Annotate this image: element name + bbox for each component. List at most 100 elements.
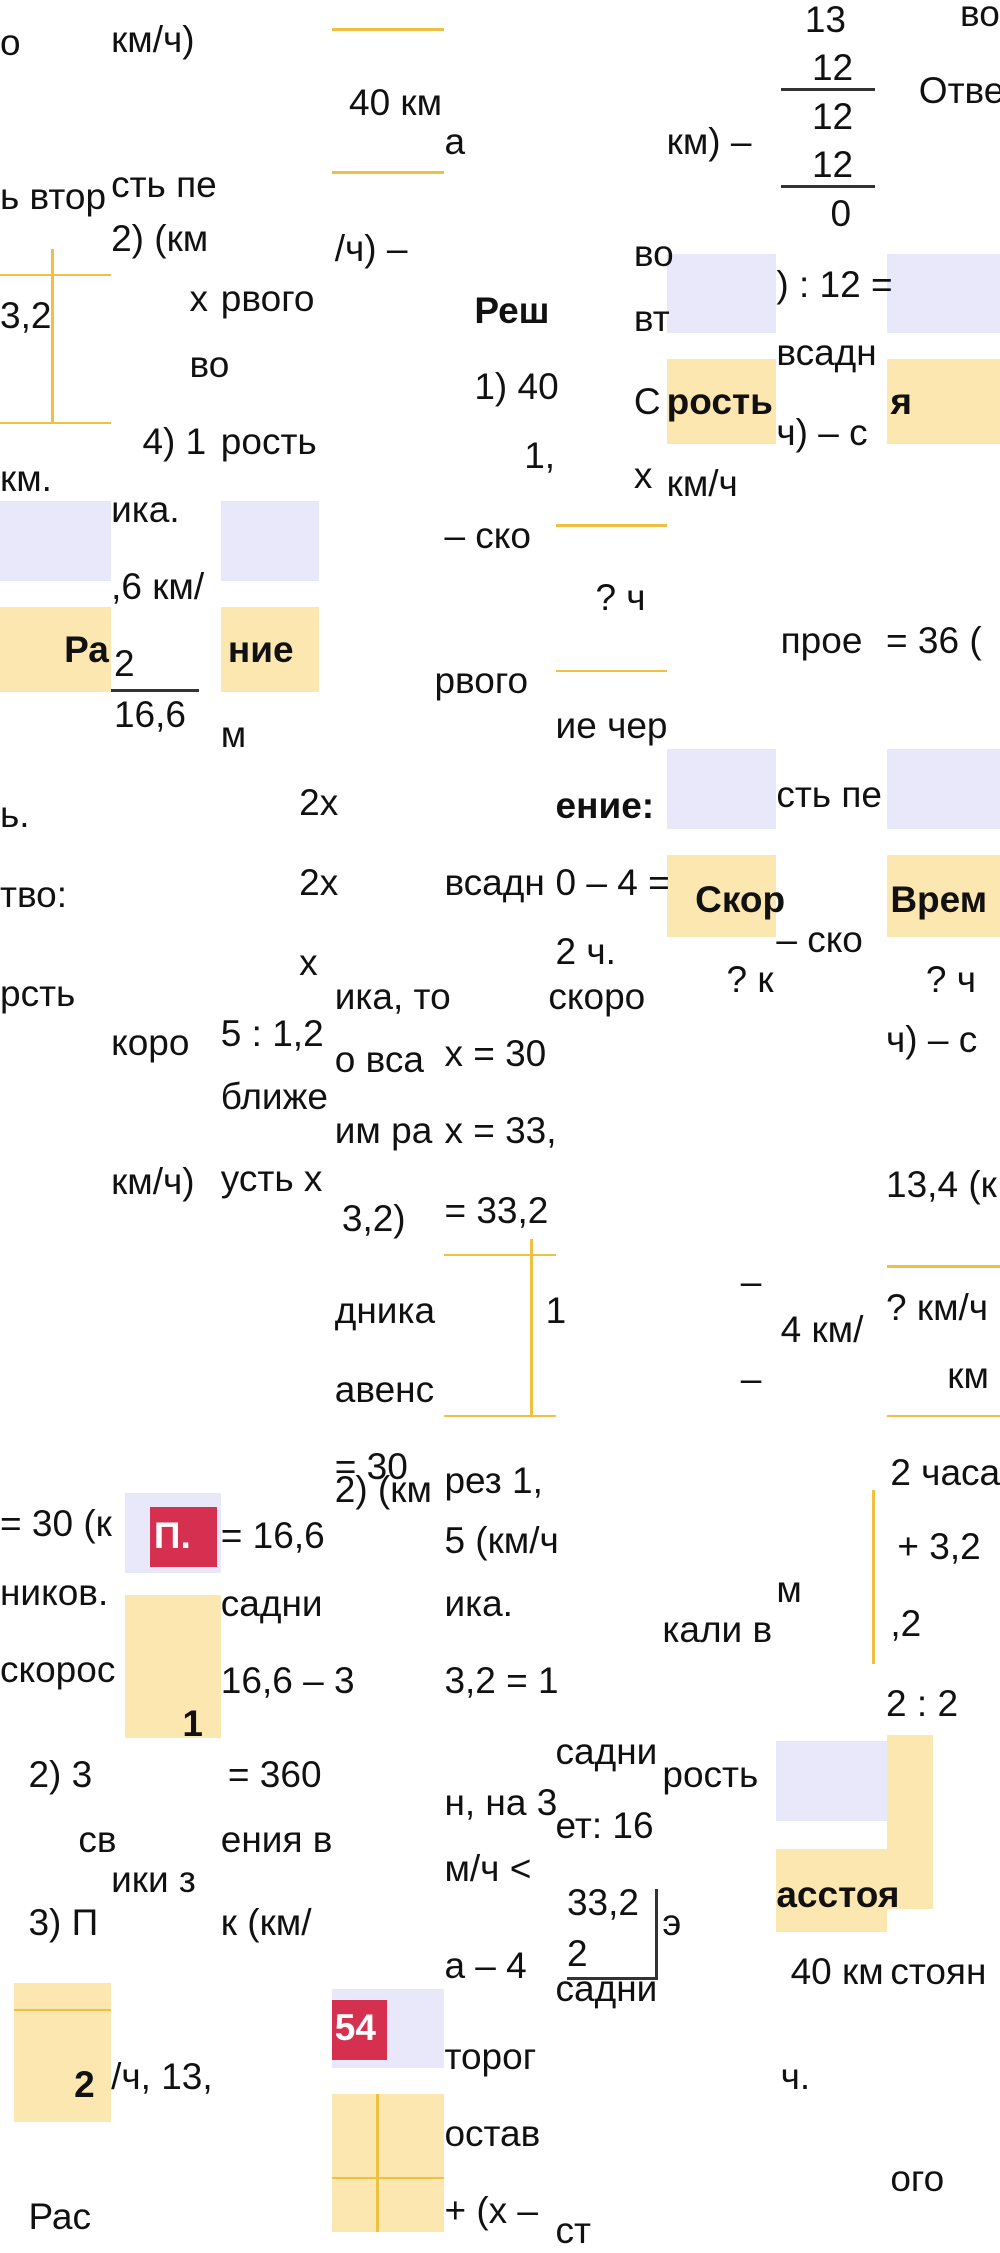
text-fragment: м/ч < — [444, 1847, 532, 1889]
text-fragment: коро — [111, 1021, 190, 1063]
text-fragment: садни — [555, 1967, 658, 2009]
block — [331, 28, 445, 32]
text-fragment: ения в — [220, 1819, 333, 1861]
block — [331, 2176, 445, 2180]
text-fragment: км) – — [666, 121, 752, 163]
text-fragment: ика. — [111, 488, 180, 530]
text-fragment: н, на 3 — [444, 1782, 558, 1824]
text-fragment: ч) – с — [776, 412, 868, 454]
block — [555, 669, 667, 673]
block — [14, 1982, 112, 2123]
text-fragment: ика. — [444, 1582, 513, 1624]
text-fragment: рость — [662, 1753, 759, 1795]
text-fragment: м — [776, 1568, 802, 1610]
text-fragment: сть пе — [776, 773, 882, 815]
text-fragment: + 3,2 — [897, 1526, 981, 1567]
block — [776, 1849, 888, 1932]
text-fragment: 33,2 — [566, 1882, 639, 1924]
block — [51, 249, 55, 425]
text-fragment: /ч) – — [334, 228, 408, 270]
text-fragment: 1 — [545, 1289, 567, 1331]
text-fragment: км/ч) — [111, 1161, 195, 1203]
block — [666, 253, 777, 334]
text-fragment: Рас — [28, 2195, 92, 2237]
block — [0, 421, 112, 425]
text-fragment: во — [960, 0, 1000, 35]
block — [14, 2008, 112, 2012]
text-fragment: Скор — [695, 879, 786, 921]
text-fragment: = 30 — [334, 1446, 408, 1488]
text-fragment: Ра — [64, 628, 109, 670]
text-fragment: рсть — [0, 973, 76, 1015]
text-fragment: 5 : 1,2 — [220, 1013, 324, 1055]
text-fragment: авенс — [334, 1369, 435, 1411]
block — [220, 501, 320, 582]
text-fragment: 40 км — [790, 1950, 884, 1992]
text-fragment: ь втор — [0, 175, 107, 217]
text-fragment: х = 33, — [444, 1110, 557, 1152]
text-fragment: 0 – 4 = — [555, 862, 670, 904]
text-fragment: 3,2) — [341, 1198, 406, 1240]
text-fragment: 12 — [811, 47, 854, 89]
block — [666, 749, 777, 830]
text-fragment: 4 км/ — [780, 1309, 864, 1351]
text-fragment: о — [0, 21, 21, 63]
block — [776, 1740, 888, 1821]
block — [376, 2094, 379, 2233]
text-fragment: км/ч) — [111, 18, 195, 60]
text-fragment: 2 — [113, 642, 135, 684]
text-fragment: – ско — [444, 514, 531, 556]
text-fragment: = 36 ( — [886, 620, 982, 662]
text-fragment: км — [947, 1355, 989, 1397]
text-fragment: ика, то — [334, 976, 451, 1018]
text-fragment: х — [633, 454, 653, 496]
text-fragment: садни — [220, 1582, 323, 1624]
text-fragment: торог — [444, 2035, 537, 2077]
text-fragment: ,6 км/ — [111, 565, 205, 607]
block — [655, 1888, 659, 1981]
text-fragment: всадн — [776, 332, 877, 374]
text-fragment: вт — [633, 298, 670, 340]
text-fragment: садни — [555, 1731, 658, 1773]
block — [220, 606, 320, 693]
block — [125, 1595, 221, 1738]
text-fragment: к (км/ — [220, 1902, 312, 1944]
text-fragment: 1 — [182, 1702, 203, 1744]
block — [566, 1977, 656, 1981]
text-fragment: Врем — [890, 879, 988, 921]
text-fragment: им ра — [334, 1110, 433, 1152]
text-fragment: = 16,6 — [220, 1514, 325, 1556]
text-fragment: ет: 16 — [555, 1805, 654, 1847]
text-fragment: 3,2 — [0, 295, 52, 337]
block — [887, 253, 1000, 334]
text-fragment: = 33,2 — [444, 1189, 549, 1231]
text-fragment: асстоя — [776, 1873, 900, 1915]
text-fragment: – ско — [776, 919, 863, 961]
text-fragment: всадн — [444, 862, 545, 904]
text-fragment: св — [78, 1819, 117, 1861]
text-fragment: остав — [444, 2112, 541, 2154]
text-fragment: 2 часа — [890, 1451, 1000, 1493]
text-fragment: ? к — [726, 959, 774, 1001]
text-fragment: Реш — [474, 289, 550, 331]
text-fragment: 40 км — [349, 81, 443, 123]
text-fragment: Отве — [918, 70, 1000, 112]
text-fragment: ого — [890, 2158, 945, 2200]
text-fragment: 5 (км/ч — [444, 1520, 559, 1562]
text-fragment: усть х — [220, 1158, 323, 1200]
text-fragment: рез 1, — [444, 1460, 543, 1502]
text-fragment: стоян — [890, 1950, 987, 1992]
text-fragment: ? км/ч — [886, 1286, 989, 1328]
text-fragment: + (х – — [444, 2189, 539, 2231]
block — [331, 170, 445, 174]
block — [444, 1414, 556, 1418]
text-fragment: кали в — [662, 1608, 773, 1650]
block — [887, 358, 1000, 445]
text-fragment: а – 4 — [444, 1944, 527, 1986]
text-fragment: км. — [0, 457, 52, 499]
text-fragment: 2) (км — [111, 218, 209, 260]
text-fragment: 16,6 – 3 — [220, 1659, 355, 1701]
text-fragment: прое — [780, 620, 863, 662]
block — [0, 273, 112, 277]
block — [444, 1253, 556, 1257]
